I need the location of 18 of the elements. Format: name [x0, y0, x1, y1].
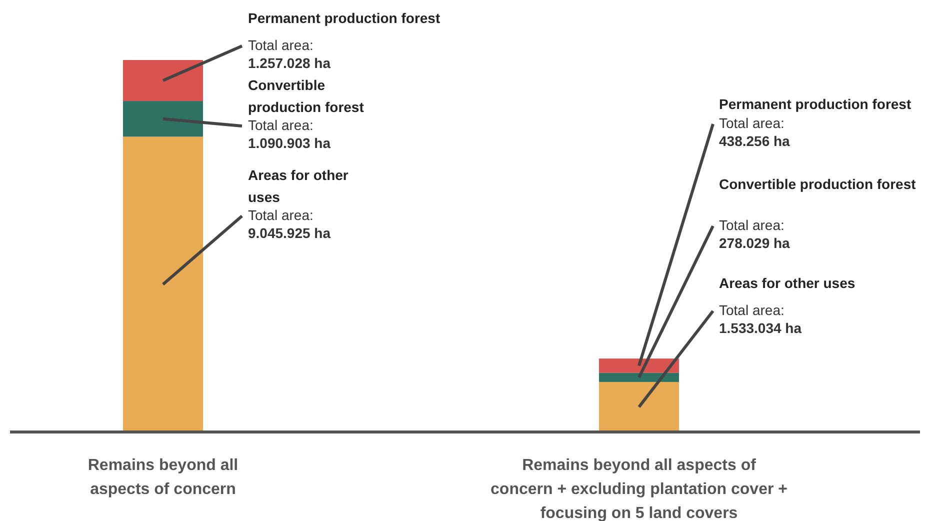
data-label: Total area: 1.533.034 ha: [719, 302, 802, 336]
text: Permanent production forest: [248, 10, 440, 26]
bar: [599, 372, 679, 382]
text: Areas for other uses: [248, 167, 349, 205]
bar: [123, 101, 203, 137]
text: Permanent production forest: [719, 96, 912, 112]
data-label: Total area: 9.045.925 ha: [248, 207, 331, 241]
data-label: Total area: 278.029 ha: [719, 217, 790, 251]
text: Convertible production forest: [248, 77, 364, 115]
text: Areas for other uses: [719, 275, 856, 291]
data-label: Total area: 1.257.028 ha: [248, 37, 331, 71]
x-tick-label: Remains beyond all aspects of concern: [88, 457, 238, 498]
text: Convertible production forest: [719, 176, 916, 192]
bar: [599, 382, 679, 432]
data-label: Total area: 1.090.903 ha: [248, 117, 331, 151]
bar: [123, 60, 203, 102]
data-label: Total area: 438.256 ha: [719, 115, 790, 149]
bar: [123, 136, 203, 432]
